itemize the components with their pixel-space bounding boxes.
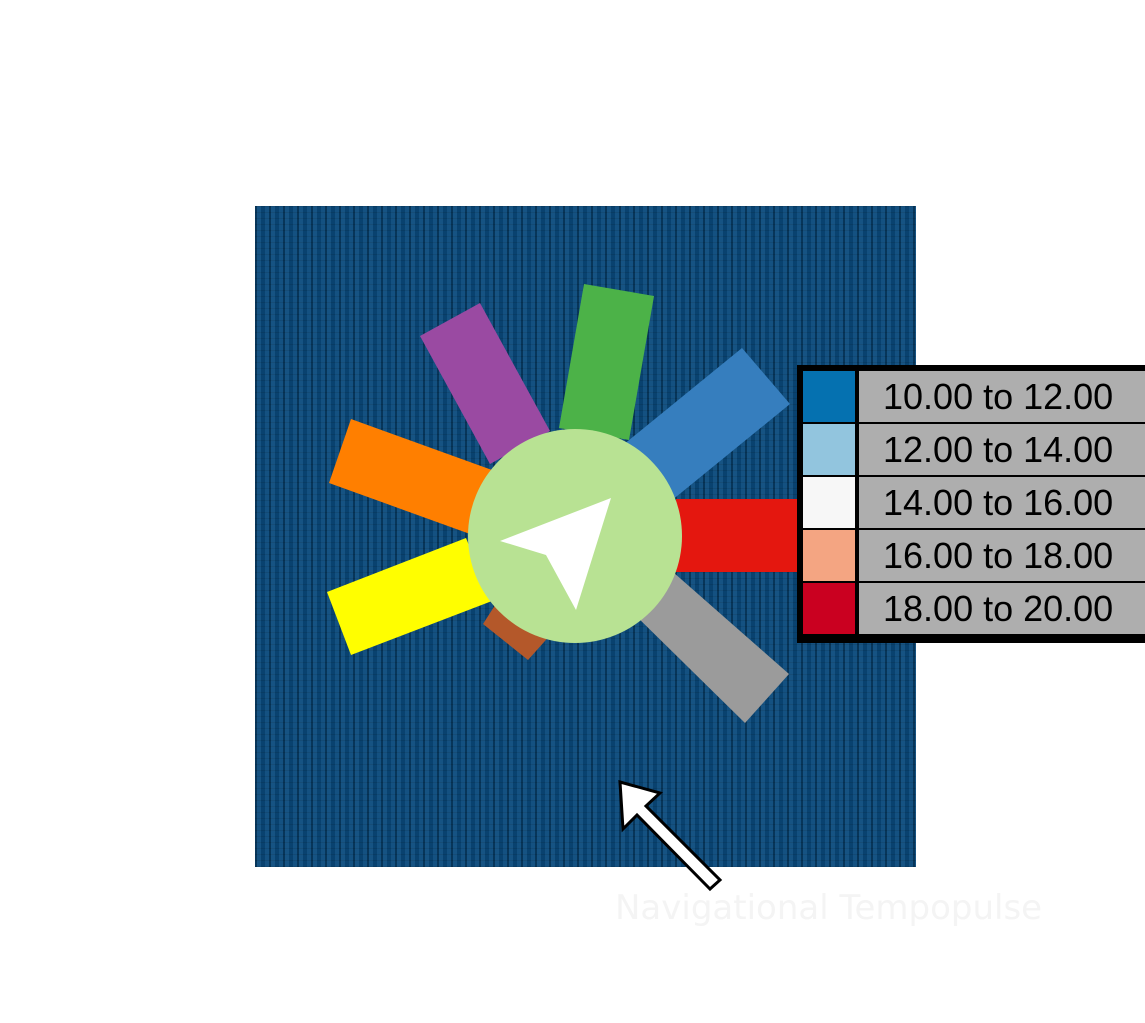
spoke-gray (630, 565, 789, 723)
legend-swatch (803, 477, 855, 528)
legend-swatch (803, 583, 855, 634)
spoke-purple (420, 303, 550, 464)
legend-item: 10.00 to 12.00 (803, 371, 1145, 422)
legend-item: 14.00 to 16.00 (803, 477, 1145, 528)
spoke-red (676, 499, 800, 572)
legend-label: 18.00 to 20.00 (859, 583, 1145, 634)
legend-label: 14.00 to 16.00 (859, 477, 1145, 528)
legend-panel: 10.00 to 12.00 12.00 to 14.00 14.00 to 1… (797, 365, 1145, 643)
legend-item: 12.00 to 14.00 (803, 424, 1145, 475)
spoke-orange (329, 419, 492, 534)
legend-label: 10.00 to 12.00 (859, 371, 1145, 422)
legend-swatch (803, 371, 855, 422)
legend-label: 12.00 to 14.00 (859, 424, 1145, 475)
spoke-green (559, 284, 654, 440)
watermark-text: Navigational Tempopulse (615, 888, 1043, 928)
spoke-yellow (327, 538, 492, 655)
legend-swatch (803, 530, 855, 581)
navigation-arrow-icon (500, 498, 611, 610)
pointer-arrow-icon (618, 779, 723, 892)
legend-label: 16.00 to 18.00 (859, 530, 1145, 581)
legend-item: 16.00 to 18.00 (803, 530, 1145, 581)
legend-swatch (803, 424, 855, 475)
legend-item: 18.00 to 20.00 (803, 583, 1145, 634)
